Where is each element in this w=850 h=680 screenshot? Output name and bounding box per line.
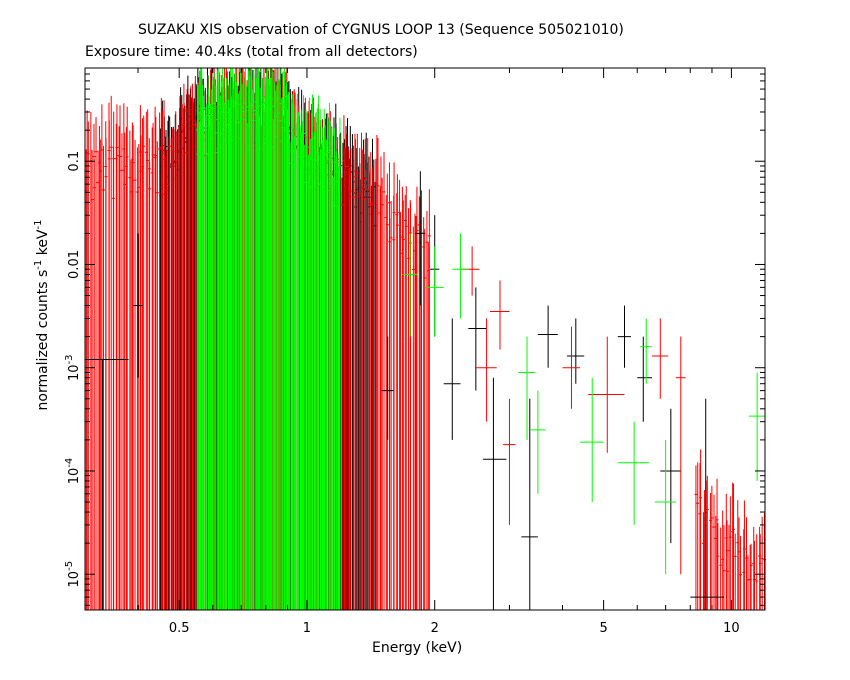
series-group — [85, 171, 724, 610]
x-tick-label: 0.5 — [169, 621, 190, 636]
y-tick-label-base: 10 — [67, 571, 82, 588]
series-group — [460, 246, 686, 575]
plot-frame — [84, 67, 766, 611]
x-tick-label: 2 — [431, 621, 439, 636]
y-tick-label: 0.01 — [67, 250, 82, 279]
y-axis-label-part: keV — [34, 229, 51, 260]
y-tick-label: 10-5 — [64, 561, 82, 588]
chart-title: SUZAKU XIS observation of CYGNUS LOOP 13… — [138, 22, 624, 38]
y-tick-label-base: 10 — [67, 468, 82, 485]
chart-subtitle: Exposure time: 40.4ks (total from all de… — [85, 44, 418, 60]
series-group — [402, 233, 765, 575]
x-axis-label: Energy (keV) — [372, 640, 463, 656]
y-axis-label-part: normalized counts s — [34, 269, 51, 411]
y-tick-label: 0.1 — [67, 151, 82, 172]
y-axis-label: normalized counts s-1 keV-1 — [33, 220, 51, 411]
data-points — [85, 171, 765, 610]
dense-spectrum-bins — [84, 68, 767, 610]
y-tick-label: 10-3 — [64, 354, 82, 381]
y-tick-label-exp: -5 — [64, 561, 75, 571]
x-tick-label: 1 — [303, 621, 311, 636]
x-tick-label: 5 — [599, 621, 607, 636]
dense-bins-group — [694, 449, 767, 610]
y-tick-label-exp: -4 — [64, 458, 75, 468]
y-axis-label-exp: -1 — [33, 219, 45, 230]
y-tick-label-base: 10 — [67, 364, 82, 381]
x-tick-label: 10 — [723, 621, 740, 636]
y-tick-label-exp: -3 — [64, 354, 75, 364]
y-axis-label-exp: -1 — [33, 259, 45, 270]
dense-bins-group — [196, 68, 342, 610]
y-tick-label: 10-4 — [64, 458, 82, 485]
